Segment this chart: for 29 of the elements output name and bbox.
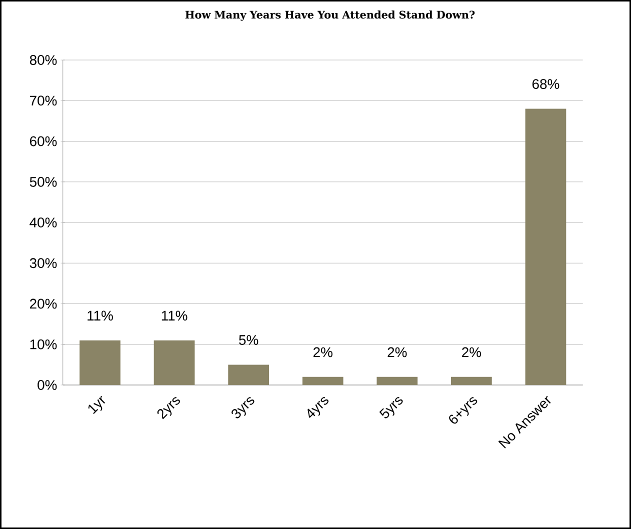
- y-tick-label: 40%: [30, 218, 57, 228]
- y-tick-label: 10%: [30, 339, 57, 350]
- x-tick-label: 3yrs: [232, 397, 254, 418]
- x-tick-label: 5yrs: [379, 397, 403, 418]
- data-label: 2%: [388, 347, 407, 358]
- y-tick-label: 0%: [38, 380, 57, 390]
- x-tick-label: 2yrs: [157, 397, 180, 420]
- data-label: 11%: [88, 310, 113, 321]
- y-tick-label: 60%: [30, 136, 57, 146]
- bar: [80, 340, 120, 385]
- data-label: 68%: [532, 79, 560, 89]
- x-tick-label: 1yr: [88, 396, 106, 414]
- bar: [451, 376, 492, 385]
- x-tick-label: 4yrs: [308, 397, 328, 418]
- data-label: 11%: [162, 310, 188, 321]
- data-label: 2%: [462, 347, 482, 358]
- data-label: 2%: [313, 347, 332, 358]
- bar: [302, 376, 344, 385]
- bar: [525, 108, 566, 385]
- data-label: 5%: [239, 335, 258, 345]
- bar: [228, 364, 269, 385]
- y-tick-label: 70%: [30, 96, 57, 106]
- chart-title: How Many Years Have You Attended Stand Down?: [185, 10, 475, 21]
- y-tick-label: 80%: [30, 55, 57, 65]
- y-tick-label: 20%: [30, 298, 57, 309]
- bar: [376, 376, 418, 385]
- bar: [154, 340, 195, 385]
- y-tick-label: 30%: [30, 258, 57, 268]
- y-tick-label: 50%: [30, 176, 57, 187]
